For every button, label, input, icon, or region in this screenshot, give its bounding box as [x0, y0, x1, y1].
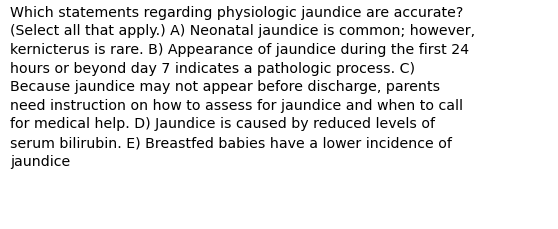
Text: Which statements regarding physiologic jaundice are accurate?
(Select all that a: Which statements regarding physiologic j…: [10, 6, 475, 168]
